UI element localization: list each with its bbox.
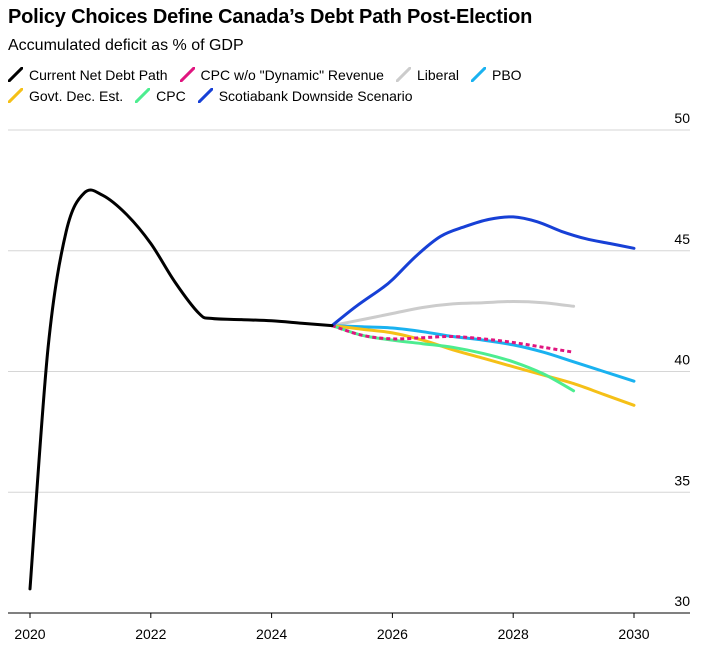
legend-item-liberal: Liberal bbox=[395, 66, 459, 83]
legend-label: PBO bbox=[492, 66, 522, 83]
chart-title: Policy Choices Define Canada’s Debt Path… bbox=[8, 6, 533, 28]
legend-swatch-icon bbox=[395, 67, 411, 82]
legend-label: Current Net Debt Path bbox=[29, 66, 168, 83]
x-tick-label: 2028 bbox=[498, 626, 529, 642]
series-line-pbo bbox=[330, 324, 636, 383]
legend-row-2: Govt. Dec. Est. CPC Scotiabank Downside … bbox=[8, 85, 698, 106]
legend-swatch-icon bbox=[8, 88, 23, 103]
y-tick-label: 50 bbox=[674, 110, 690, 126]
legend-swatch-icon bbox=[135, 88, 151, 103]
legend-swatch-icon bbox=[8, 67, 23, 82]
legend-item-scotiabank-downside-scenario: Scotiabank Downside Scenario bbox=[197, 87, 413, 104]
legend-label: Scotiabank Downside Scenario bbox=[218, 87, 413, 104]
legend-label: Govt. Dec. Est. bbox=[29, 87, 124, 104]
legend-item-pbo: PBO bbox=[471, 67, 522, 83]
y-tick-label: 35 bbox=[674, 472, 690, 488]
legend-label: CPC bbox=[156, 87, 186, 104]
series-line-cpc-w-o-dynamic-revenue bbox=[331, 324, 574, 354]
legend-item-cpc-without-dynamic-revenue: CPC w/o "Dynamic" Revenue bbox=[179, 66, 384, 83]
legend-row-1: Current Net Debt Path CPC w/o "Dynamic" … bbox=[8, 64, 698, 85]
legend-item-govt-dec-est: Govt. Dec. Est. bbox=[8, 88, 123, 104]
x-tick-label: 2024 bbox=[256, 626, 287, 642]
legend-label: Liberal bbox=[416, 66, 459, 83]
chart-legend: Current Net Debt Path CPC w/o "Dynamic" … bbox=[8, 64, 698, 106]
y-tick-label: 30 bbox=[674, 593, 690, 609]
legend-swatch-icon bbox=[471, 67, 486, 82]
chart-subtitle: Accumulated deficit as % of GDP bbox=[8, 37, 244, 54]
series-line-govt-dec-est bbox=[330, 324, 636, 407]
legend-swatch-icon bbox=[197, 88, 213, 103]
series-line-cpc bbox=[330, 324, 576, 393]
y-tick-label: 45 bbox=[674, 231, 690, 247]
series-line-liberal bbox=[330, 300, 576, 328]
legend-label: CPC w/o "Dynamic" Revenue bbox=[200, 66, 384, 83]
legend-item-cpc: CPC bbox=[135, 88, 186, 104]
x-tick-label: 2020 bbox=[14, 626, 45, 642]
series-line-current-net-debt-path bbox=[28, 188, 334, 591]
legend-item-current-net-debt-path: Current Net Debt Path bbox=[8, 67, 168, 83]
series-line-scotiabank-downside-scenario bbox=[330, 215, 636, 328]
x-tick-label: 2026 bbox=[377, 626, 408, 642]
legend-swatch-icon bbox=[179, 67, 195, 82]
y-tick-label: 40 bbox=[674, 352, 690, 368]
x-tick-label: 2030 bbox=[618, 626, 649, 642]
x-tick-label: 2022 bbox=[135, 626, 166, 642]
